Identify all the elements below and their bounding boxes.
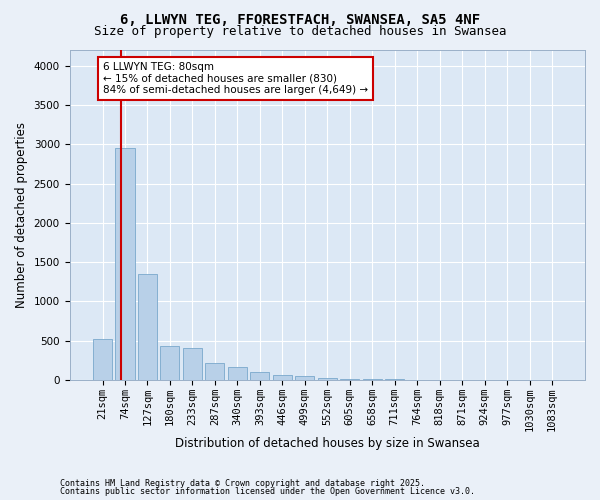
X-axis label: Distribution of detached houses by size in Swansea: Distribution of detached houses by size … xyxy=(175,437,479,450)
Bar xyxy=(160,346,179,380)
Bar xyxy=(138,274,157,380)
Text: Contains public sector information licensed under the Open Government Licence v3: Contains public sector information licen… xyxy=(60,487,475,496)
Bar xyxy=(273,374,292,380)
Bar xyxy=(115,148,134,380)
Text: Size of property relative to detached houses in Swansea: Size of property relative to detached ho… xyxy=(94,25,506,38)
Bar xyxy=(340,379,359,380)
Y-axis label: Number of detached properties: Number of detached properties xyxy=(15,122,28,308)
Bar xyxy=(318,378,337,380)
Text: 6 LLWYN TEG: 80sqm
← 15% of detached houses are smaller (830)
84% of semi-detach: 6 LLWYN TEG: 80sqm ← 15% of detached hou… xyxy=(103,62,368,95)
Bar xyxy=(205,363,224,380)
Bar xyxy=(228,368,247,380)
Bar xyxy=(93,339,112,380)
Bar xyxy=(295,376,314,380)
Bar xyxy=(183,348,202,380)
Text: 6, LLWYN TEG, FFORESTFACH, SWANSEA, SA5 4NF: 6, LLWYN TEG, FFORESTFACH, SWANSEA, SA5 … xyxy=(120,12,480,26)
Text: Contains HM Land Registry data © Crown copyright and database right 2025.: Contains HM Land Registry data © Crown c… xyxy=(60,478,425,488)
Bar xyxy=(250,372,269,380)
